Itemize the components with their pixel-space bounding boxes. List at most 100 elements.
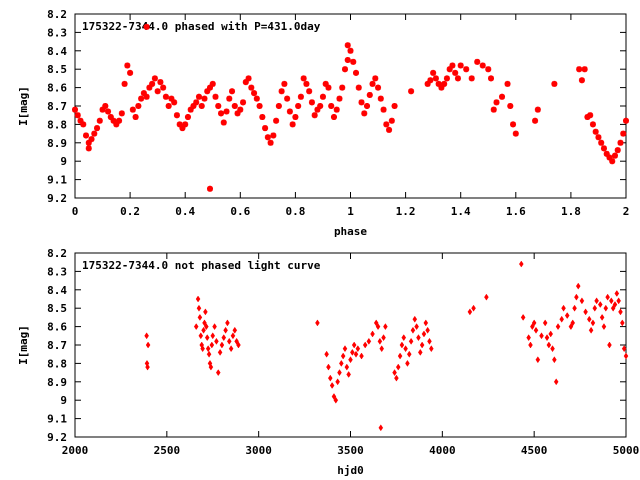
data-point	[328, 103, 335, 109]
data-point	[378, 424, 384, 432]
data-point	[275, 103, 282, 109]
data-point	[267, 139, 274, 146]
data-point	[438, 84, 445, 91]
data-point	[198, 103, 205, 109]
data-point	[381, 334, 386, 342]
data-point	[143, 23, 150, 30]
data-point	[379, 345, 385, 353]
data-point	[531, 319, 537, 327]
data-point	[350, 58, 357, 65]
data-point	[229, 88, 236, 95]
data-point	[160, 84, 167, 91]
data-point	[196, 304, 202, 312]
data-point	[85, 145, 92, 152]
x-tick-label: 4500	[521, 444, 548, 457]
data-point	[195, 93, 202, 100]
data-point	[240, 99, 247, 106]
data-point	[187, 106, 194, 113]
data-point	[620, 130, 627, 137]
data-point	[603, 150, 610, 157]
data-point	[366, 91, 373, 98]
y-tick-label: 8.4	[47, 284, 67, 297]
data-point	[201, 326, 206, 334]
data-point	[273, 117, 280, 124]
data-point	[300, 75, 307, 82]
data-point	[344, 57, 351, 63]
x-tick-label: 1.8	[561, 205, 581, 218]
data-point	[339, 84, 346, 91]
data-point	[614, 290, 620, 297]
data-point	[72, 106, 78, 113]
data-point	[535, 356, 541, 364]
data-point	[386, 126, 393, 133]
data-point	[201, 95, 208, 102]
data-point	[99, 106, 106, 113]
data-point	[221, 334, 227, 342]
data-point	[322, 80, 329, 87]
data-point	[443, 75, 450, 82]
data-point	[259, 114, 266, 121]
data-point	[295, 103, 302, 109]
data-point	[408, 337, 414, 345]
data-point	[364, 103, 371, 109]
data-point	[600, 145, 607, 152]
y-tick-label: 9.2	[47, 431, 67, 444]
data-point	[94, 125, 101, 132]
x-axis-label: phase	[334, 225, 367, 238]
panel-title: 175322-7344.0 not phased light curve	[82, 259, 321, 272]
data-point	[534, 106, 541, 113]
x-tick-label: 1.4	[451, 205, 471, 218]
data-point	[617, 139, 624, 146]
data-point	[162, 93, 169, 100]
y-tick-label: 8.7	[47, 100, 67, 113]
data-point	[510, 121, 517, 128]
x-tick-label: 3000	[245, 444, 272, 457]
data-point	[127, 69, 134, 76]
data-point	[223, 326, 228, 334]
data-point	[262, 125, 269, 132]
data-point	[204, 323, 209, 331]
data-point	[555, 323, 561, 331]
data-point	[200, 345, 205, 353]
data-point	[190, 103, 197, 109]
data-point	[412, 315, 418, 323]
data-point	[395, 363, 401, 371]
x-tick-label: 2	[623, 205, 630, 218]
data-point	[408, 88, 415, 95]
data-point	[83, 132, 90, 139]
data-point	[623, 117, 629, 124]
data-point	[176, 121, 183, 128]
data-point	[245, 75, 252, 82]
y-tick-label: 8.2	[47, 247, 67, 260]
x-tick-label: 1	[347, 205, 354, 218]
y-tick-label: 9	[60, 155, 67, 168]
data-point	[237, 106, 244, 113]
data-point	[609, 297, 614, 305]
data-point	[499, 93, 506, 100]
data-point	[330, 114, 337, 121]
data-point	[80, 121, 87, 128]
data-point	[212, 323, 217, 331]
data-point	[623, 352, 629, 360]
data-point	[193, 323, 199, 331]
data-point	[74, 112, 81, 119]
data-point	[594, 297, 599, 305]
data-point	[179, 125, 186, 132]
data-point	[355, 84, 362, 91]
data-point	[592, 304, 598, 312]
data-point	[377, 95, 384, 102]
data-point	[256, 103, 263, 109]
data-point	[564, 312, 570, 320]
data-point	[572, 304, 577, 312]
data-point	[353, 69, 360, 76]
data-point	[427, 337, 432, 345]
data-point	[595, 134, 602, 141]
data-point	[377, 337, 383, 345]
data-point	[113, 121, 120, 128]
y-tick-label: 8.8	[47, 118, 67, 131]
data-point	[553, 378, 559, 386]
data-point	[421, 330, 427, 338]
data-point	[157, 79, 164, 86]
data-point	[140, 90, 147, 97]
data-point	[561, 304, 566, 312]
